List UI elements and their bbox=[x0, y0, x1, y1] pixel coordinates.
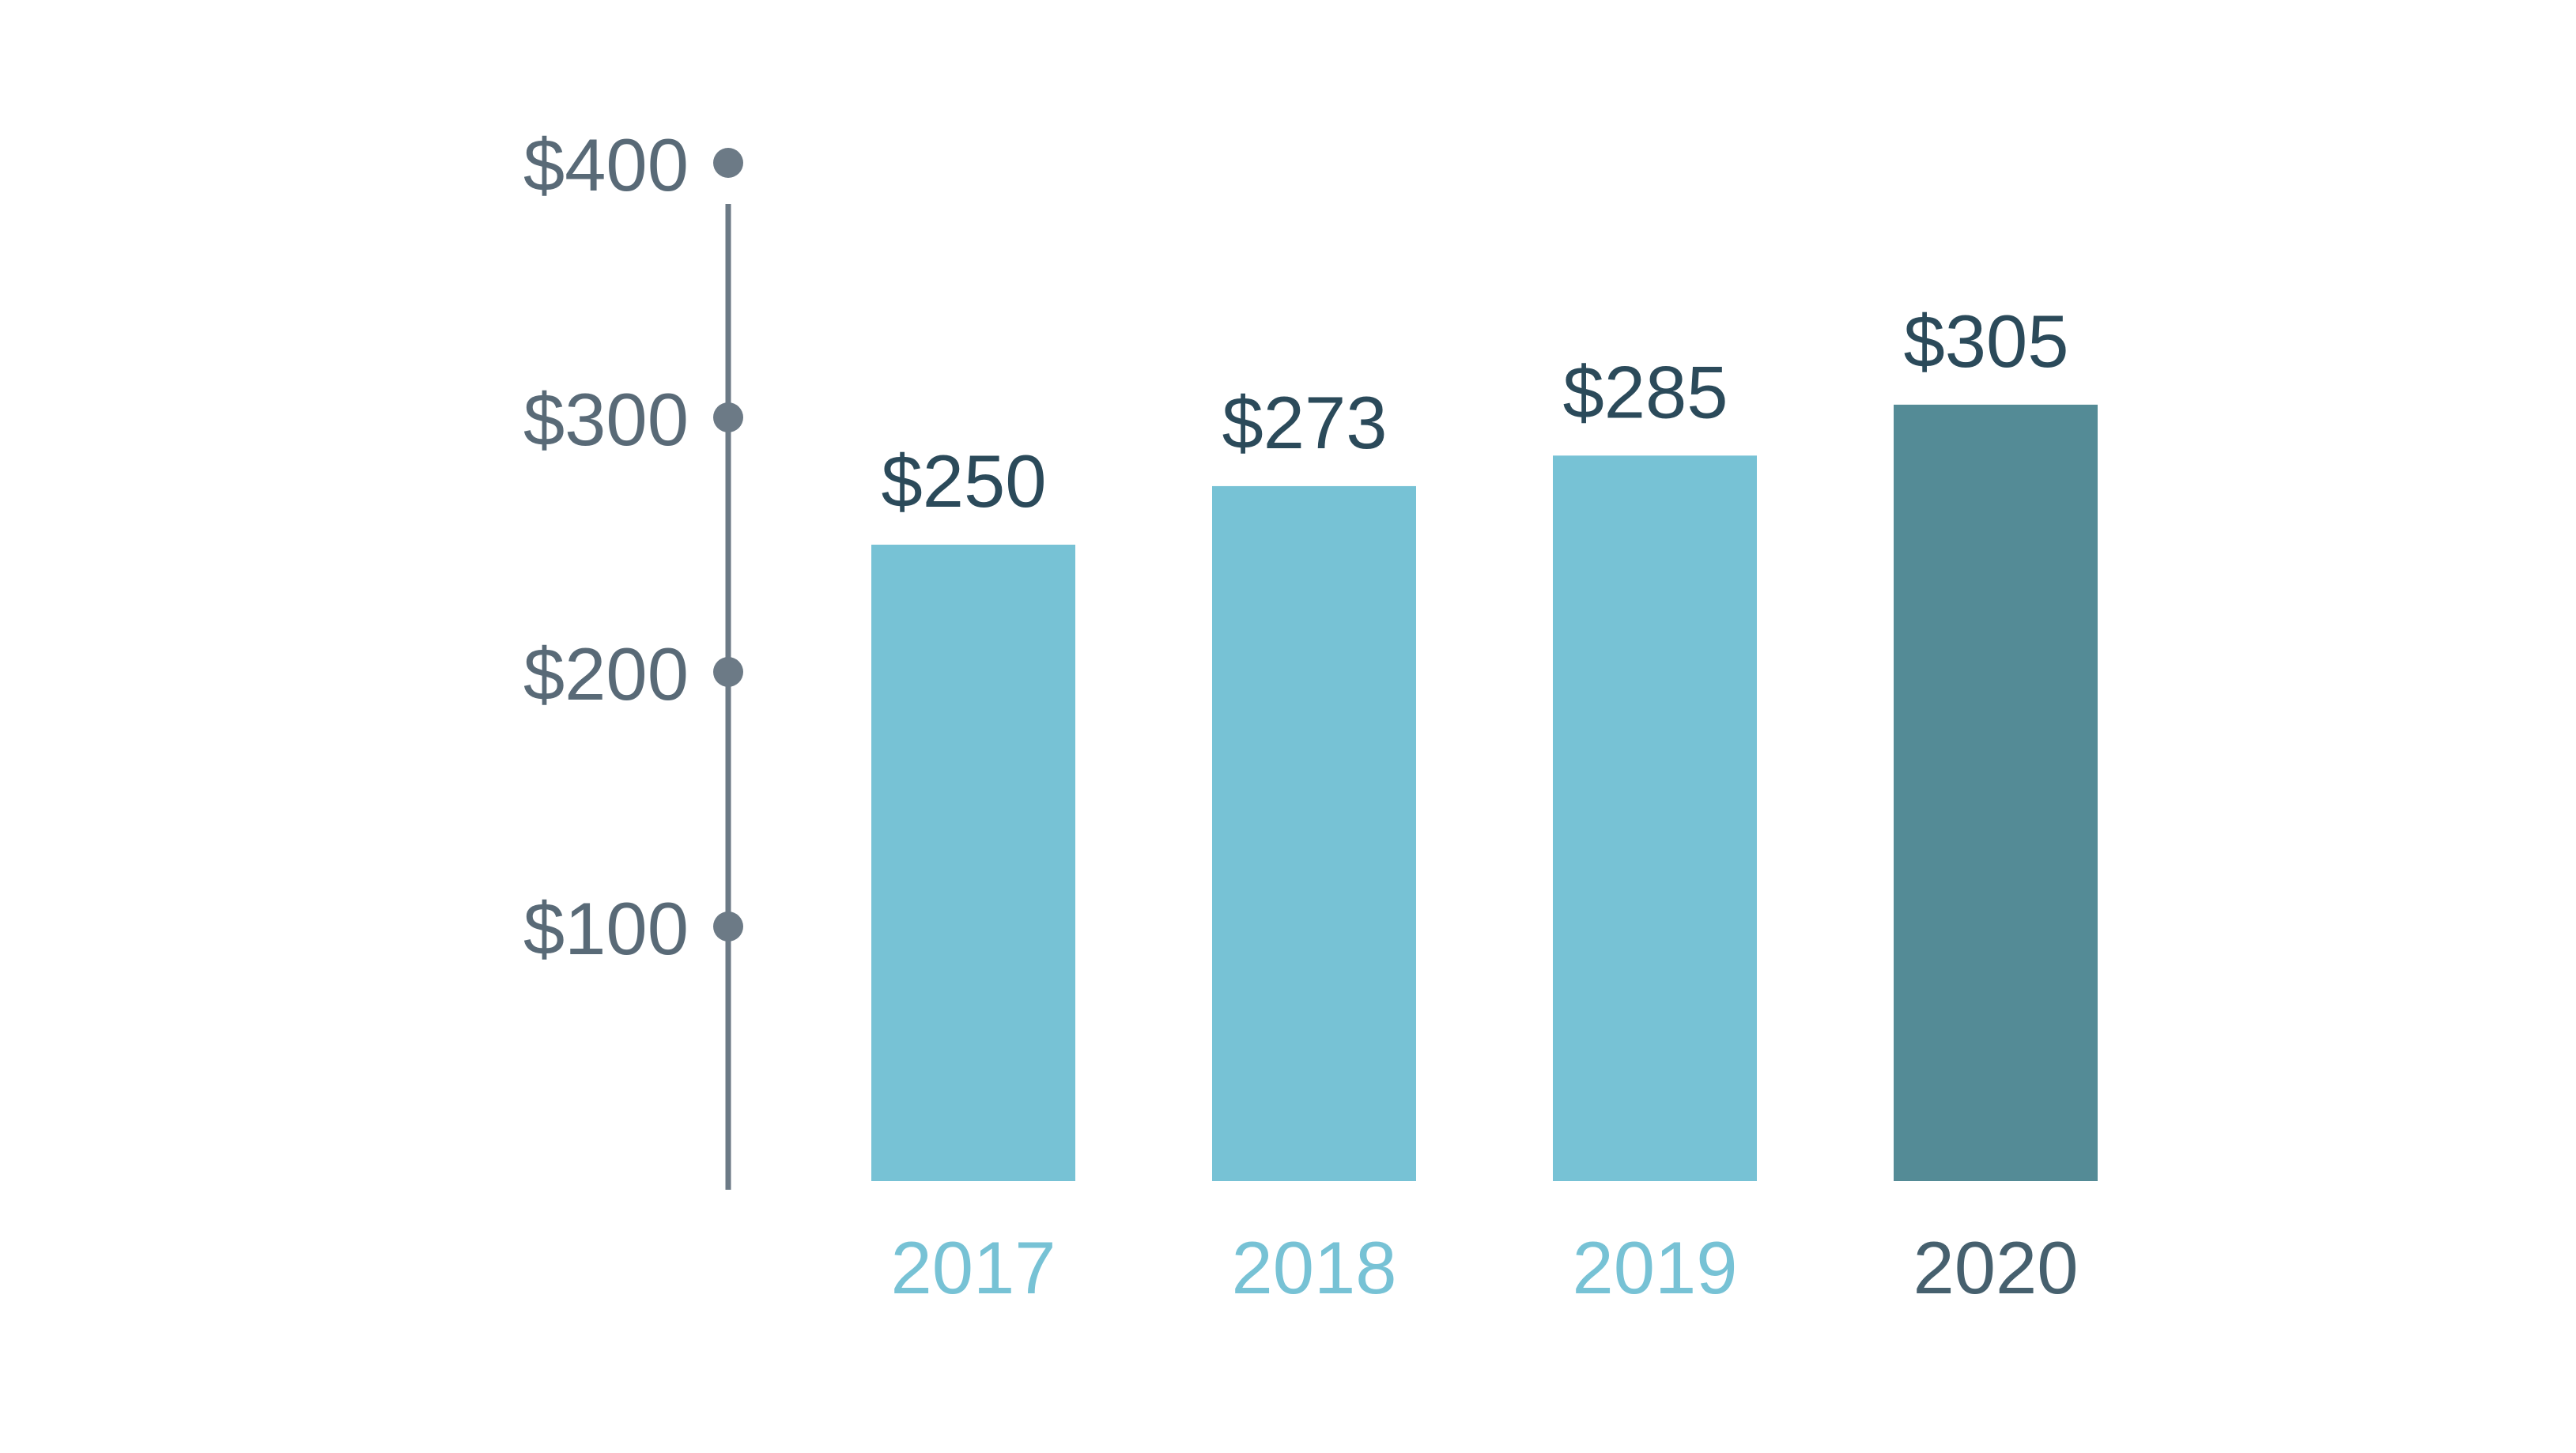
y-tick-label: $100 bbox=[523, 887, 689, 970]
y-tick-dot bbox=[713, 911, 743, 942]
bar-2019 bbox=[1553, 455, 1757, 1181]
y-tick-dot bbox=[713, 148, 743, 178]
y-tick-dot bbox=[713, 402, 743, 432]
bar-2017 bbox=[871, 545, 1075, 1181]
category-label: 2018 bbox=[1231, 1226, 1396, 1309]
y-axis bbox=[713, 148, 743, 1190]
value-label: $285 bbox=[1562, 350, 1728, 433]
labels: $100 $200 $300 $400 $250 2017 $273 2018 $285 2019… bbox=[523, 123, 2079, 1309]
value-label: $273 bbox=[1222, 381, 1387, 464]
category-label: 2017 bbox=[890, 1226, 1056, 1309]
y-tick-label: $300 bbox=[523, 378, 689, 461]
y-tick-label: $400 bbox=[523, 123, 689, 206]
value-label: $250 bbox=[881, 440, 1046, 523]
bars bbox=[871, 404, 2098, 1181]
category-label: 2019 bbox=[1572, 1226, 1737, 1309]
value-label: $305 bbox=[1903, 300, 2068, 383]
category-label: 2020 bbox=[1913, 1226, 2078, 1309]
y-tick-label: $200 bbox=[523, 632, 689, 715]
y-tick-dot bbox=[713, 657, 743, 687]
bar-2018 bbox=[1212, 485, 1416, 1181]
bar-2020 bbox=[1894, 404, 2098, 1181]
